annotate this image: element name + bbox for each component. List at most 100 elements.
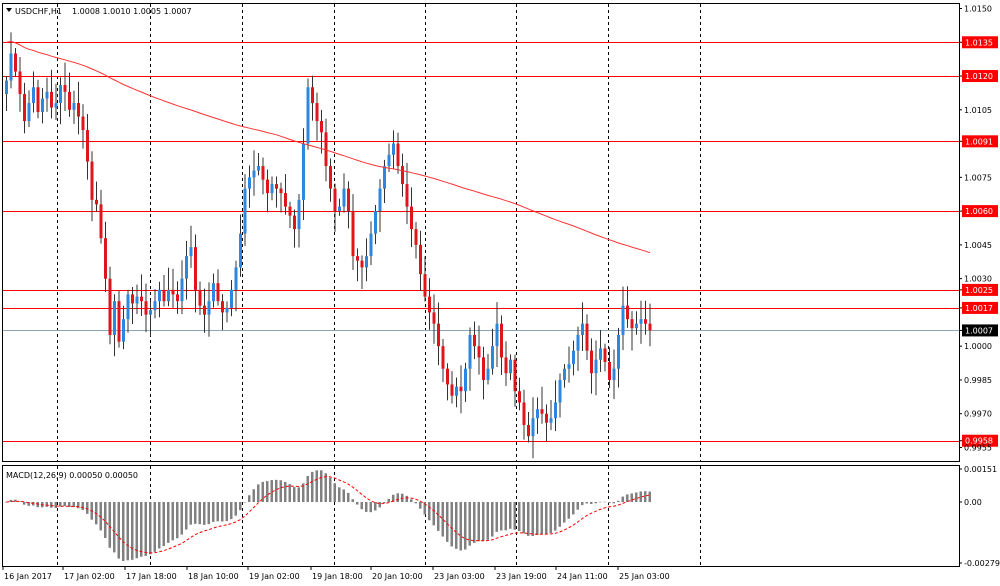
macd-bar [288,484,291,503]
macd-bar [599,501,602,503]
macd-bar [567,502,570,519]
candle-body [293,215,296,230]
candle-body [630,319,634,329]
candle-body [405,184,409,207]
macd-bar [50,502,53,508]
macd-bar [518,502,521,532]
price-level-tag [962,301,998,314]
collapse-triangle-icon[interactable] [6,8,12,12]
candle-body [639,319,643,324]
price-level-tag [962,283,998,296]
macd-bar [342,489,345,503]
price-level-tag [962,434,998,447]
macd-bar [648,491,651,503]
macd-bar [63,502,66,507]
macd-bar [221,502,224,522]
macd-bar [212,502,215,522]
candle-body [198,289,202,306]
candle-body [324,132,328,167]
candle-body [99,204,103,239]
candle-body [635,323,638,329]
macd-bar [410,499,413,503]
macd-signal-line [6,476,650,554]
macd-bar [122,502,125,561]
candle-body [180,278,184,302]
candle-body [248,177,251,189]
candle-body [450,384,454,396]
macd-bar [635,492,638,503]
time-tick-label: 19 Jan 18:00 [312,572,363,581]
price-level-tag [962,205,998,218]
macd-bar [293,487,296,503]
candle-body [252,170,256,178]
candle-body [378,188,382,212]
macd-bar [468,502,471,546]
candle-body [545,413,548,423]
time-tick-label: 23 Jan 19:00 [496,572,547,581]
current-price-tag [962,324,998,337]
candle-body [72,103,76,110]
candle-body [464,368,467,392]
price-level-tag [962,135,998,148]
macd-bar [423,502,426,515]
macd-bar [504,502,507,531]
candle-body [162,289,166,302]
macd-bar [626,494,629,503]
candle-body [536,409,539,419]
macd-bar [36,502,39,508]
macd-panel [2,465,960,567]
price-tag-label: 1.0060 [965,207,993,216]
candle-body [504,357,508,374]
macd-bar [590,502,593,504]
time-tick-label: 16 Jan 2017 [4,572,52,581]
candle-body [68,91,71,110]
macd-bar [324,473,327,503]
candle-body [522,402,526,425]
macd-bar [306,476,309,503]
macd-bar [513,502,516,530]
candle-body [432,312,436,324]
macd-bar [230,502,233,520]
candle-body [626,305,629,320]
macd-bar [311,471,314,503]
macd-bar [27,502,30,506]
candle-body [117,301,121,342]
candle-body [90,161,94,200]
candle-body [396,143,400,167]
macd-bar [558,502,561,527]
macd-bar [135,502,138,559]
macd-bar [531,502,534,537]
candle-body [234,267,238,290]
candle-body [243,188,247,234]
macd-bar [189,502,192,525]
macd-bar [360,502,363,510]
candle-body [27,103,31,122]
candle-body [473,334,476,347]
macd-bar [369,502,372,513]
macd-bar [117,502,120,559]
macd-bar [545,502,548,534]
candle-body [468,334,472,369]
macd-bar [603,501,606,503]
macd-bar [630,493,633,503]
price-tick-label: 1.0105 [964,106,992,115]
macd-bar [612,502,615,504]
price-panel [2,3,960,462]
candle-body [261,166,265,180]
macd-bar [81,502,84,511]
candle-body [347,188,350,212]
time-tick-label: 19 Jan 02:00 [249,572,300,581]
macd-bar [180,502,183,535]
macd-bar [455,502,458,549]
macd-bar [356,502,359,505]
candle-body [342,188,346,207]
price-level-tag [962,36,998,49]
macd-bar [194,502,197,524]
candle-body [482,357,485,380]
price-tick-label: 1.0075 [964,173,992,182]
price-tag-label: 1.0017 [965,304,993,313]
candle-body [279,188,283,194]
candle-body [387,154,391,167]
macd-bar [639,491,642,503]
macd-bar [477,502,480,542]
